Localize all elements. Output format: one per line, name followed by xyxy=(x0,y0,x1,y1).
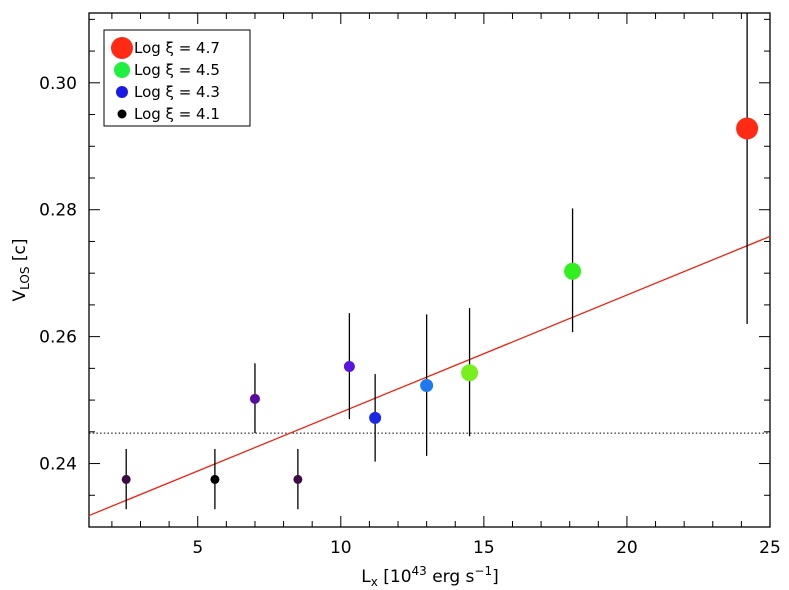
legend-label: Log ξ = 4.7 xyxy=(134,39,220,57)
data-point xyxy=(369,411,382,424)
plot-frame xyxy=(88,12,771,528)
data-points xyxy=(121,117,759,484)
x-tick-label: 15 xyxy=(473,538,495,558)
legend: Log ξ = 4.7 Log ξ = 4.5 Log ξ = 4.3 Log ξ =… xyxy=(103,29,251,127)
x-tick-label: 10 xyxy=(330,538,352,558)
y-tick-label: 0.26 xyxy=(39,328,77,348)
data-point xyxy=(461,364,479,382)
data-point xyxy=(564,262,582,280)
y-tick-label: 0.30 xyxy=(39,74,77,94)
data-point xyxy=(420,378,434,392)
tick-labels: 5 10 15 20 25 0.24 0.26 0.28 0.30 xyxy=(39,74,781,558)
data-point xyxy=(736,117,759,140)
legend-label: Log ξ = 4.3 xyxy=(134,83,220,101)
data-point xyxy=(121,474,131,484)
y-tick-label: 0.28 xyxy=(39,201,77,221)
y-axis-title: VLOS [c] xyxy=(10,239,32,302)
data-point xyxy=(210,474,220,484)
fit-line xyxy=(88,235,771,517)
legend-label: Log ξ = 4.5 xyxy=(134,61,220,79)
data-point xyxy=(249,393,260,404)
x-axis-title: Lx [1043 erg s−1] xyxy=(361,564,499,589)
legend-label: Log ξ = 4.1 xyxy=(134,105,220,123)
legend-marker xyxy=(117,109,127,119)
x-tick-label: 5 xyxy=(192,538,203,558)
data-point xyxy=(293,474,303,484)
axis-ticks xyxy=(89,13,771,528)
x-tick-label: 20 xyxy=(616,538,638,558)
x-tick-label: 25 xyxy=(759,538,781,558)
y-tick-label: 0.24 xyxy=(39,455,77,475)
legend-marker xyxy=(111,37,133,59)
legend-marker xyxy=(114,62,130,78)
data-point xyxy=(343,360,355,372)
legend-marker xyxy=(116,86,128,98)
